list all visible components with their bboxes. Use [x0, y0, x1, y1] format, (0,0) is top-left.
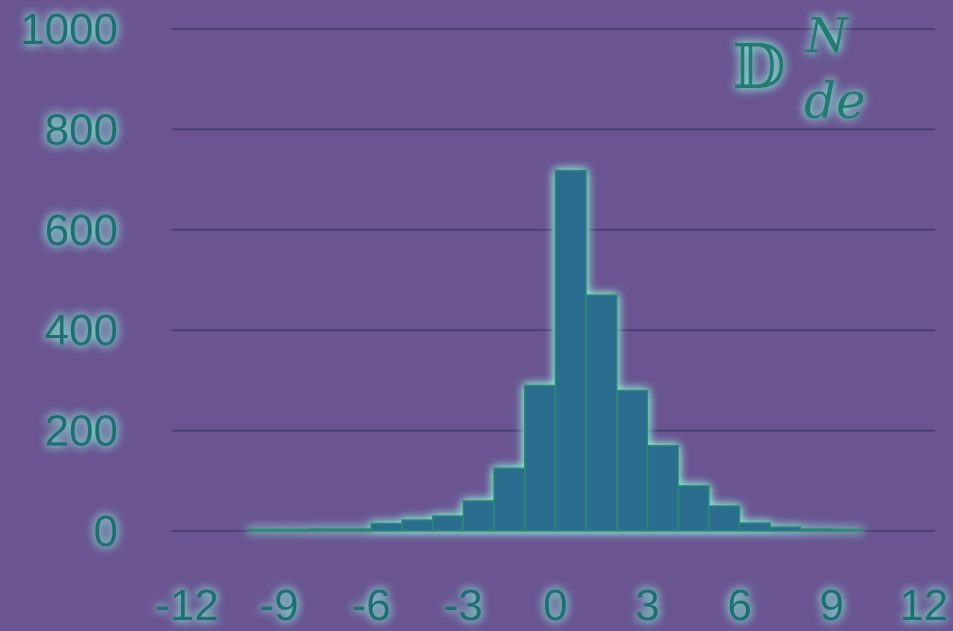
histogram-bar	[247, 528, 280, 532]
histogram-bar	[585, 294, 618, 532]
histogram-bar	[462, 500, 495, 532]
histogram-bar	[278, 528, 311, 532]
histogram-bar	[554, 169, 587, 532]
histogram-bar	[738, 522, 772, 532]
histogram-bar	[431, 515, 465, 532]
histogram-bar	[616, 389, 649, 532]
x-axis-ticks: -12 -9 -6 -3 0 3 6 9 12	[155, 581, 948, 630]
histogram-bar	[339, 528, 372, 532]
y-tick-label: 200	[45, 407, 118, 456]
histogram-bar	[830, 528, 864, 532]
y-tick-label: 0	[94, 507, 118, 556]
y-tick-label: 800	[45, 105, 118, 154]
histogram-bar	[309, 528, 342, 532]
histogram-bar	[493, 467, 526, 532]
x-tick-label: -12	[155, 581, 219, 630]
y-axis-ticks: 0 200 400 600 800 1000	[20, 5, 118, 556]
x-tick-label: 9	[819, 581, 843, 630]
formula-annotation: 𝔻 N de	[732, 8, 866, 130]
formula-superscript: N	[805, 8, 850, 64]
formula-subscript: de	[804, 72, 866, 130]
x-tick-label: -6	[352, 581, 391, 630]
bars-group	[247, 169, 864, 532]
x-tick-label: 6	[727, 581, 751, 630]
histogram-bar	[800, 528, 833, 532]
y-tick-label: 600	[45, 206, 118, 255]
histogram-bar	[708, 505, 741, 532]
histogram-bar	[677, 485, 710, 532]
formula-base: 𝔻	[732, 30, 786, 103]
x-tick-label: 3	[635, 581, 659, 630]
y-tick-label: 1000	[20, 5, 118, 54]
x-tick-label: -9	[260, 581, 299, 630]
x-tick-label: -3	[444, 581, 483, 630]
x-tick-label: 12	[899, 581, 948, 630]
y-tick-label: 400	[45, 306, 118, 355]
histogram-bar	[523, 384, 557, 532]
histogram-bar	[769, 526, 802, 532]
histogram-bar	[370, 522, 403, 532]
x-tick-label: 0	[543, 581, 567, 630]
histogram-bar	[401, 519, 434, 532]
histogram-bar	[646, 444, 679, 532]
